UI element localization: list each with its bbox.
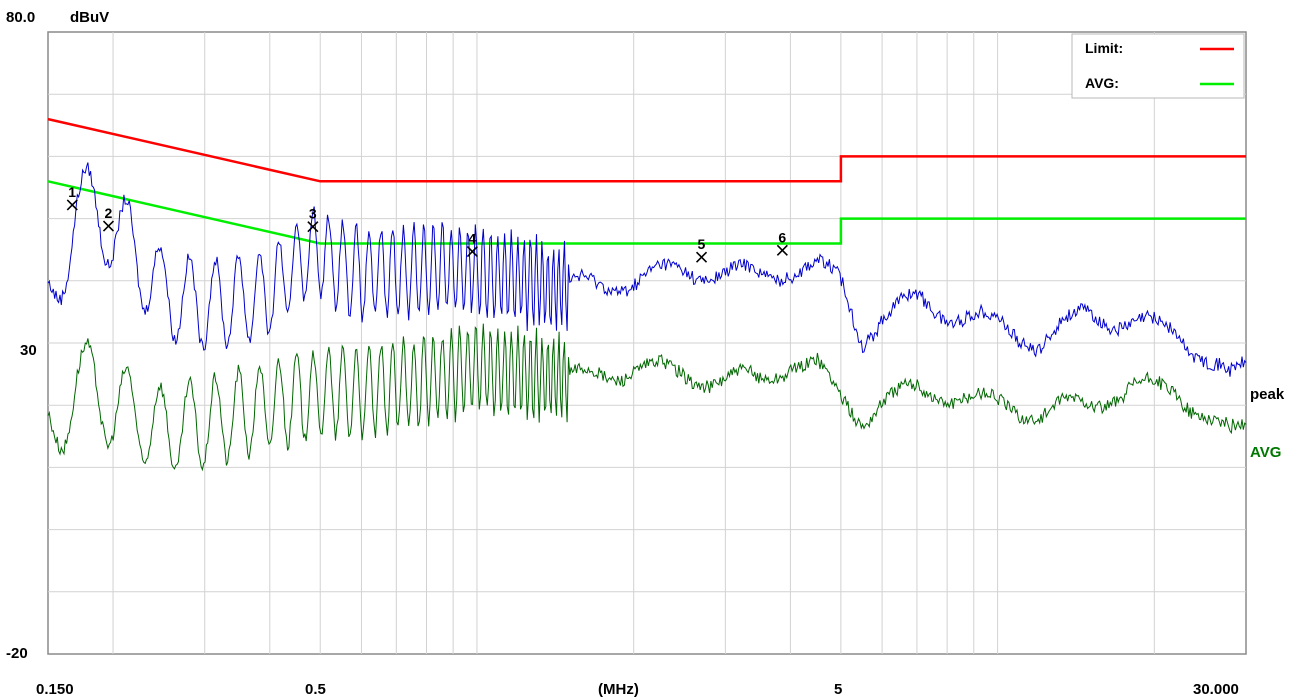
series-layer [47,117,1247,472]
marker-3 [307,221,319,233]
x-tick-label: 0.5 [305,681,326,698]
legend-label-avg: AVG: [1085,75,1119,91]
y-unit-label: dBuV [70,9,109,26]
marker-4 [466,246,478,258]
marker-layer: 1 2 3 4 5 6 [66,184,788,263]
series-line-avg [47,323,1247,472]
marker-label-3: 3 [309,206,317,222]
legend-label-limit: Limit: [1085,40,1123,56]
marker-5 [695,251,708,263]
marker-2 [102,220,115,232]
trace-label-peak: peak [1250,386,1285,403]
y-tick-label: 30 [20,342,37,359]
marker-label-5: 5 [698,236,706,252]
x-tick-label: 5 [834,681,842,698]
marker-label-4: 4 [468,231,476,247]
y-tick-label: -20 [6,645,28,662]
marker-label-1: 1 [68,184,76,200]
x-tick-label: 0.150 [36,681,74,698]
marker-label-2: 2 [104,205,112,221]
x-unit-label: (MHz) [598,681,639,698]
legend: Limit: AVG: [1071,33,1245,99]
legend-box [1071,33,1245,99]
trace-label-avg: AVG [1250,444,1281,461]
x-tick-label: 30.000 [1193,681,1239,698]
series-line-peak [47,162,1247,377]
series-line-limit [47,117,1246,183]
marker-1 [66,199,78,211]
marker-label-6: 6 [778,229,786,245]
marker-6 [776,244,788,256]
y-tick-label: 80.0 [6,9,35,26]
series-line-avg [47,180,1246,245]
grid-lines [48,32,1246,654]
